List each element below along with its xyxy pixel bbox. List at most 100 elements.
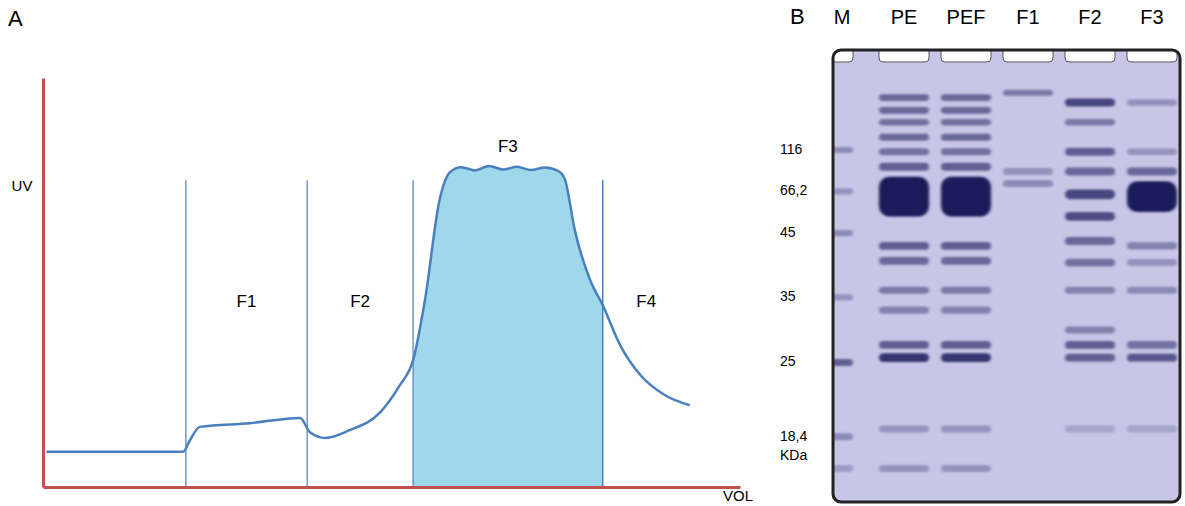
lane-label: F1: [1016, 6, 1039, 28]
region-boundary: [185, 180, 186, 487]
plot-area: [46, 166, 689, 487]
marker-label: 25: [780, 353, 796, 369]
gel-frame: [833, 50, 1180, 502]
gel-band: [941, 163, 991, 171]
lane-label: F3: [1140, 6, 1163, 28]
region-boundary: [307, 180, 308, 487]
gel-well: [1127, 50, 1177, 62]
gel-well: [1003, 50, 1053, 62]
region-boundary: [602, 180, 603, 487]
gel-band: [941, 307, 991, 314]
gel-band: [1127, 259, 1177, 266]
gel-band: [1127, 99, 1177, 106]
gel-band: [833, 230, 853, 236]
gel-band: [833, 359, 853, 366]
y-axis: [43, 79, 44, 488]
unit-label: KDa: [780, 447, 807, 463]
gel-band: [1065, 168, 1115, 176]
gel-band: [941, 134, 991, 141]
axis-title: VOL: [723, 487, 753, 504]
gel-band: [941, 287, 991, 294]
gel-well: [879, 50, 929, 62]
gel-band: [941, 242, 991, 250]
shade-group: [413, 166, 603, 487]
gel-band: [1127, 341, 1177, 349]
region-boundary: [602, 180, 603, 487]
gel-band: [941, 119, 991, 126]
gel-background: [833, 50, 1180, 502]
gel-band: [1065, 119, 1115, 126]
gel-band: [833, 147, 853, 153]
gel-band: [941, 353, 991, 362]
lane: [1003, 90, 1053, 187]
gel-band: [941, 341, 991, 349]
gel-band: [879, 425, 929, 432]
gel-band: [1065, 354, 1115, 362]
gel-band: [1003, 90, 1053, 96]
lane: [1065, 98, 1115, 432]
gel-band: [879, 119, 929, 126]
gel-band: [1003, 168, 1053, 175]
gel-band: [941, 177, 991, 217]
gel-lanes: [833, 50, 1177, 472]
x-axis: [44, 487, 741, 488]
gel-band: [833, 433, 853, 440]
gel-band: [833, 465, 853, 472]
panel-letter: B: [790, 4, 805, 29]
gel-band: [879, 94, 929, 101]
gel-band: [1003, 180, 1053, 187]
lane-label: M: [834, 6, 851, 28]
gel-band: [1127, 168, 1177, 176]
gel-band: [1065, 148, 1115, 156]
gel-band: [1065, 341, 1115, 349]
gel-band: [1127, 242, 1177, 249]
lane: [941, 94, 991, 472]
gel-band: [833, 294, 853, 300]
marker-label: 35: [780, 288, 796, 304]
gel-band: [941, 465, 991, 472]
gel-band: [1065, 237, 1115, 245]
gel-band: [1127, 354, 1177, 362]
gel-band: [941, 94, 991, 101]
lane-label: PE: [891, 6, 918, 28]
region-boundary: [413, 180, 414, 487]
gel-band: [1065, 326, 1115, 333]
panel-letter: A: [8, 6, 23, 31]
region-label: F4: [636, 292, 656, 311]
lane: [879, 94, 929, 472]
uv-trace: [46, 166, 689, 452]
marker-label: 18,4: [780, 428, 807, 444]
gel-band: [941, 107, 991, 114]
gel-well: [1065, 50, 1115, 62]
lane-label: PEF: [947, 6, 986, 28]
gel-band: [879, 353, 929, 362]
gel-band: [879, 134, 929, 141]
gel-band: [1127, 287, 1177, 294]
gel-band: [879, 465, 929, 472]
gel-band: [1127, 425, 1177, 432]
lane-label: F2: [1078, 6, 1101, 28]
gel-band: [1127, 181, 1177, 212]
gel-band: [1065, 259, 1115, 267]
marker-label: 45: [780, 224, 796, 240]
gel-band: [879, 307, 929, 314]
gel-band: [1065, 287, 1115, 294]
gel-band: [1065, 212, 1115, 221]
region-label: F3: [498, 137, 518, 156]
gel-band: [1065, 98, 1115, 106]
gel-band: [879, 177, 929, 217]
figure: AUVVOLF1F2F3F4BMPEPEFF1F2F311666,2453525…: [0, 0, 1185, 506]
gel-band: [879, 287, 929, 294]
gel-band: [1065, 425, 1115, 432]
axis-line: [44, 486, 741, 489]
gel-band: [941, 425, 991, 432]
gel-band: [879, 163, 929, 171]
axis-title: UV: [12, 177, 33, 194]
gel-band: [879, 341, 929, 349]
gel-band: [941, 257, 991, 265]
marker-label: 116: [780, 141, 803, 157]
marker-label: 66,2: [780, 182, 807, 198]
region-label: F1: [237, 292, 257, 311]
gel-well: [941, 50, 991, 62]
lane: [1127, 99, 1177, 432]
